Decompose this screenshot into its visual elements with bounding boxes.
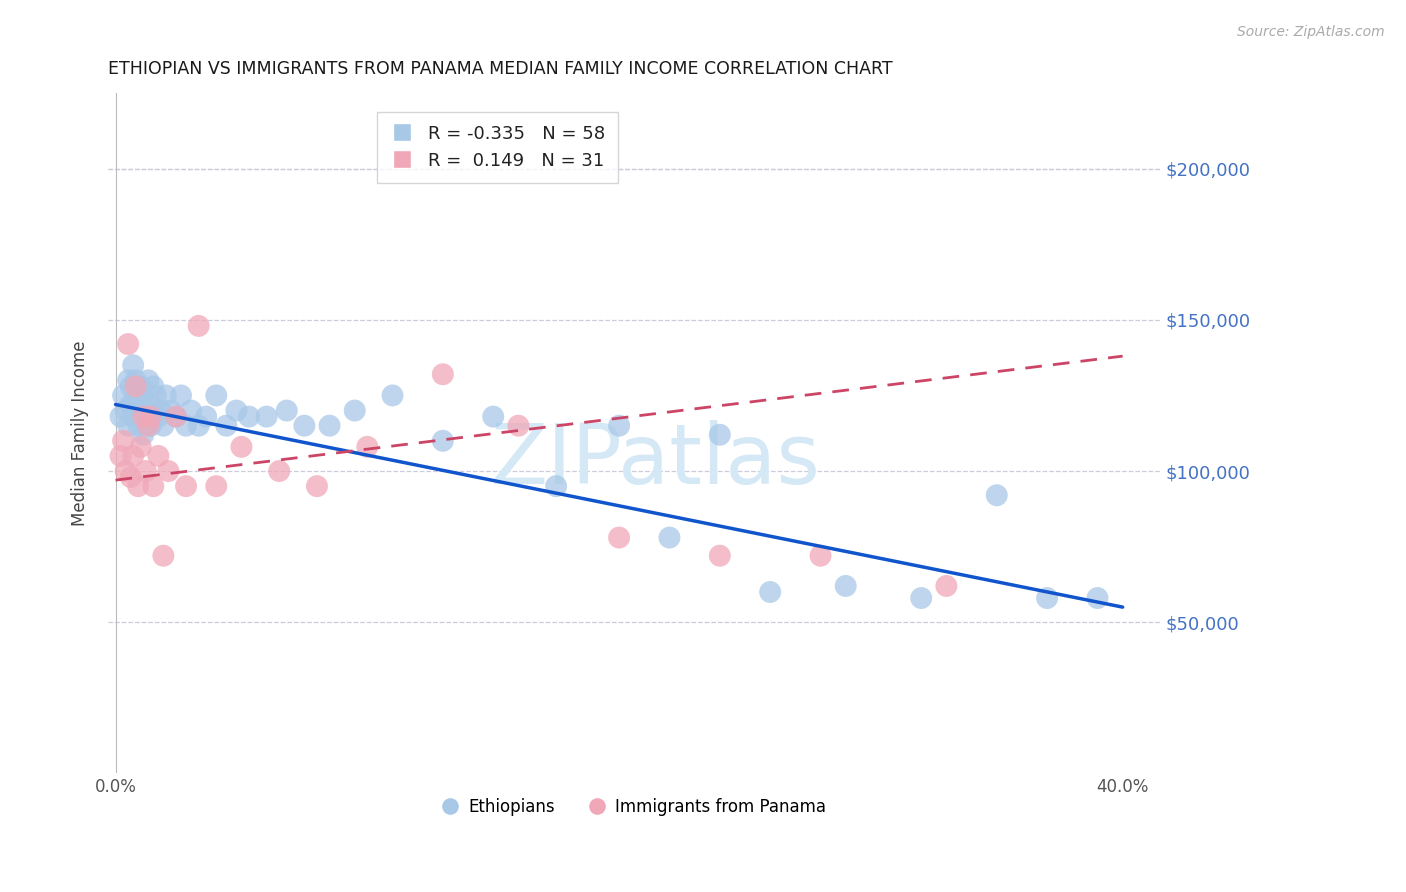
Point: [174, 479, 197, 493]
Point: [136, 409, 159, 424]
Point: [127, 403, 149, 417]
Point: [114, 403, 136, 417]
Text: ZIPatlas: ZIPatlas: [491, 420, 820, 501]
Point: [129, 440, 152, 454]
Point: [145, 388, 167, 402]
Point: [165, 409, 187, 424]
Point: [155, 388, 177, 402]
Point: [225, 403, 247, 417]
Y-axis label: Median Family Income: Median Family Income: [72, 341, 89, 526]
Point: [165, 409, 187, 424]
Point: [110, 409, 132, 424]
Point: [139, 409, 162, 424]
Point: [432, 434, 454, 448]
Point: [127, 479, 149, 493]
Text: Source: ZipAtlas.com: Source: ZipAtlas.com: [1237, 25, 1385, 39]
Point: [170, 388, 193, 402]
Point: [139, 397, 162, 411]
Point: [132, 388, 155, 402]
Point: [125, 388, 148, 402]
Point: [180, 403, 202, 417]
Point: [269, 464, 291, 478]
Point: [129, 379, 152, 393]
Point: [149, 403, 172, 417]
Point: [215, 418, 238, 433]
Point: [117, 373, 139, 387]
Point: [546, 479, 568, 493]
Point: [120, 397, 142, 411]
Point: [709, 549, 731, 563]
Point: [356, 440, 378, 454]
Point: [136, 418, 159, 433]
Point: [148, 449, 170, 463]
Point: [759, 585, 782, 599]
Point: [148, 409, 170, 424]
Point: [834, 579, 856, 593]
Legend: Ethiopians, Immigrants from Panama: Ethiopians, Immigrants from Panama: [436, 791, 832, 823]
Point: [125, 379, 148, 393]
Point: [122, 358, 145, 372]
Text: ETHIOPIAN VS IMMIGRANTS FROM PANAMA MEDIAN FAMILY INCOME CORRELATION CHART: ETHIOPIAN VS IMMIGRANTS FROM PANAMA MEDI…: [108, 60, 893, 78]
Point: [1087, 591, 1109, 605]
Point: [231, 440, 253, 454]
Point: [117, 418, 139, 433]
Point: [122, 449, 145, 463]
Point: [120, 379, 142, 393]
Point: [135, 403, 157, 417]
Point: [810, 549, 832, 563]
Point: [935, 579, 957, 593]
Point: [132, 409, 155, 424]
Point: [986, 488, 1008, 502]
Point: [343, 403, 366, 417]
Point: [607, 418, 630, 433]
Point: [152, 549, 174, 563]
Point: [139, 418, 162, 433]
Point: [658, 531, 681, 545]
Point: [122, 409, 145, 424]
Point: [135, 418, 157, 433]
Point: [187, 418, 209, 433]
Point: [136, 373, 159, 387]
Point: [132, 427, 155, 442]
Point: [112, 434, 135, 448]
Point: [142, 379, 165, 393]
Point: [160, 403, 183, 417]
Point: [508, 418, 530, 433]
Point: [910, 591, 932, 605]
Point: [120, 470, 142, 484]
Point: [125, 373, 148, 387]
Point: [709, 427, 731, 442]
Point: [127, 418, 149, 433]
Point: [305, 479, 328, 493]
Point: [276, 403, 298, 417]
Point: [135, 464, 157, 478]
Point: [117, 337, 139, 351]
Point: [142, 479, 165, 493]
Point: [112, 388, 135, 402]
Point: [174, 418, 197, 433]
Point: [195, 409, 218, 424]
Point: [114, 464, 136, 478]
Point: [187, 318, 209, 333]
Point: [292, 418, 315, 433]
Point: [1036, 591, 1059, 605]
Point: [110, 449, 132, 463]
Point: [482, 409, 505, 424]
Point: [381, 388, 404, 402]
Point: [607, 531, 630, 545]
Point: [318, 418, 340, 433]
Point: [205, 479, 228, 493]
Point: [152, 418, 174, 433]
Point: [205, 388, 228, 402]
Point: [129, 409, 152, 424]
Point: [256, 409, 278, 424]
Point: [157, 464, 180, 478]
Point: [432, 368, 454, 382]
Point: [238, 409, 260, 424]
